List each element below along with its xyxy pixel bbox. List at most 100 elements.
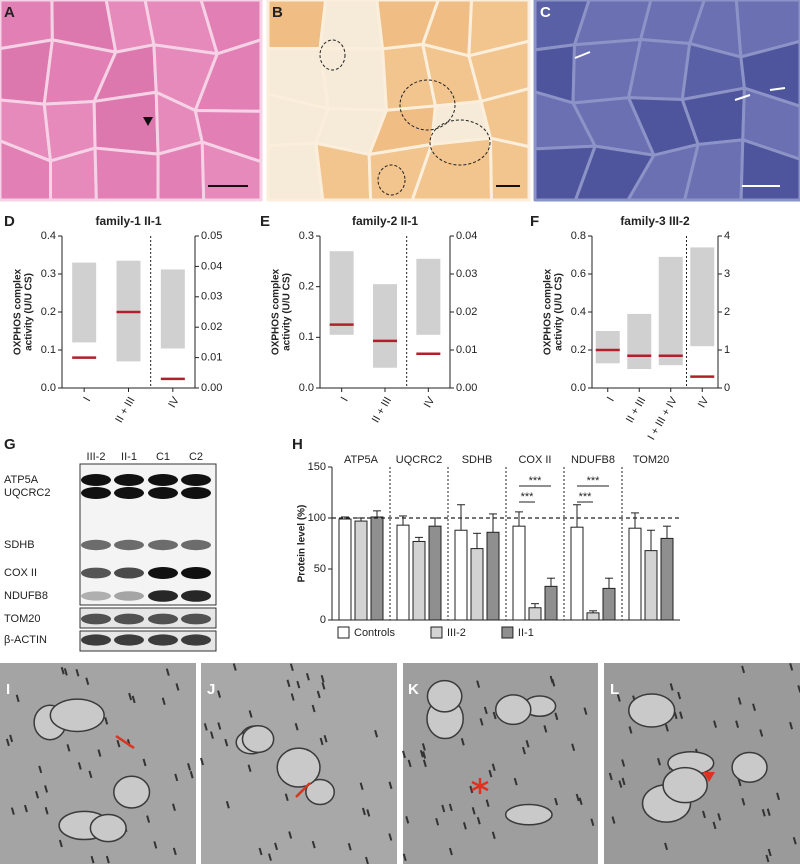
em-texture	[289, 663, 294, 671]
fiber	[739, 39, 800, 108]
em-texture	[90, 855, 95, 864]
arrowhead	[703, 772, 715, 782]
em-texture	[174, 773, 179, 782]
y-tick-label: 0	[320, 614, 326, 626]
outline	[377, 164, 406, 196]
em-texture	[492, 711, 497, 720]
protein-label: COX II	[4, 567, 37, 579]
band	[114, 591, 144, 601]
y-axis-label: OXPHOS complex	[13, 268, 24, 355]
mitochondrion	[305, 778, 336, 806]
band	[148, 634, 178, 646]
em-texture	[789, 721, 794, 730]
em-texture	[104, 717, 109, 725]
legend-swatch	[430, 626, 443, 639]
y-tick-label: 0.2	[571, 344, 586, 356]
category-label: COX II	[518, 454, 551, 466]
em-texture	[374, 729, 379, 738]
em-texture	[366, 809, 371, 817]
em-texture	[128, 692, 133, 701]
y-tick-label: 0.4	[571, 306, 586, 318]
y2-tick-label: 0.00	[456, 382, 477, 394]
em-texture	[323, 734, 328, 743]
em-texture	[752, 703, 756, 711]
em-texture	[187, 763, 192, 771]
reference-range	[72, 262, 97, 343]
x-tick-label: II + III	[113, 395, 137, 425]
em-texture	[476, 680, 481, 688]
em-texture	[258, 847, 263, 856]
y-tick-label: 0.1	[299, 331, 314, 343]
x-tick-label: II + III	[624, 395, 648, 425]
legend-swatch	[337, 626, 350, 639]
band	[81, 487, 111, 499]
em-texture	[9, 734, 14, 743]
em-texture	[77, 762, 82, 770]
em-texture	[767, 848, 772, 857]
y2-tick-label: 0.04	[201, 260, 222, 272]
em-texture	[10, 807, 15, 815]
em-texture	[288, 831, 293, 839]
band	[148, 539, 178, 551]
x-tick-label: I	[81, 395, 93, 404]
protein-label: UQCRC2	[4, 487, 50, 499]
em-texture	[97, 749, 102, 757]
lane-label: C1	[156, 451, 170, 463]
em-texture	[488, 769, 493, 778]
em-texture	[491, 831, 496, 840]
category-label: SDHB	[462, 454, 493, 466]
em-texture	[761, 809, 766, 817]
category-label: TOM20	[633, 454, 669, 466]
em-texture	[621, 777, 626, 786]
y2-tick-label: 0.01	[456, 344, 477, 356]
em-texture	[543, 725, 548, 733]
em-texture	[575, 793, 580, 802]
em-texture	[551, 679, 556, 687]
blot	[79, 607, 217, 629]
y-tick-label: 0.3	[299, 230, 314, 242]
legend-label: Controls	[354, 627, 395, 639]
lane-label: III-2	[87, 451, 106, 463]
panel-label: H	[292, 436, 303, 453]
bar	[428, 525, 442, 621]
band	[148, 613, 178, 625]
em-texture	[578, 797, 583, 805]
category-label: ATP5A	[344, 454, 379, 466]
bar	[412, 540, 426, 621]
em-texture	[522, 746, 526, 755]
band	[114, 613, 144, 625]
mitochondrion	[504, 803, 553, 826]
protein-label: TOM20	[4, 613, 40, 625]
y-tick-label: 0.2	[299, 281, 314, 293]
em-texture	[460, 738, 465, 746]
em-texture	[554, 797, 559, 806]
em-texture	[296, 680, 301, 689]
em-texture	[44, 785, 49, 793]
reference-range	[595, 331, 620, 364]
band	[81, 539, 111, 551]
category-label: UQCRC2	[396, 454, 442, 466]
em-texture	[248, 710, 253, 718]
band	[181, 613, 211, 625]
em-texture	[419, 749, 424, 758]
em-texture	[679, 711, 684, 719]
legend-label: II-1	[518, 627, 534, 639]
em-texture	[225, 800, 230, 809]
em-texture	[364, 856, 369, 864]
em-texture	[175, 683, 180, 691]
x-tick-label: I + III + IV	[646, 394, 681, 442]
em-texture	[217, 690, 222, 698]
em-texture	[161, 697, 166, 706]
fiber	[573, 0, 653, 47]
em-texture	[5, 738, 10, 747]
em-texture	[766, 808, 771, 816]
y2-tick-label: 3	[724, 268, 730, 280]
panel-label: I	[6, 681, 10, 698]
fiber	[741, 86, 800, 161]
em-texture	[435, 817, 440, 826]
significance-label: ***	[587, 475, 601, 487]
mitochondrion	[426, 679, 463, 713]
band	[114, 487, 144, 499]
fiber	[156, 140, 206, 202]
band	[181, 487, 211, 499]
